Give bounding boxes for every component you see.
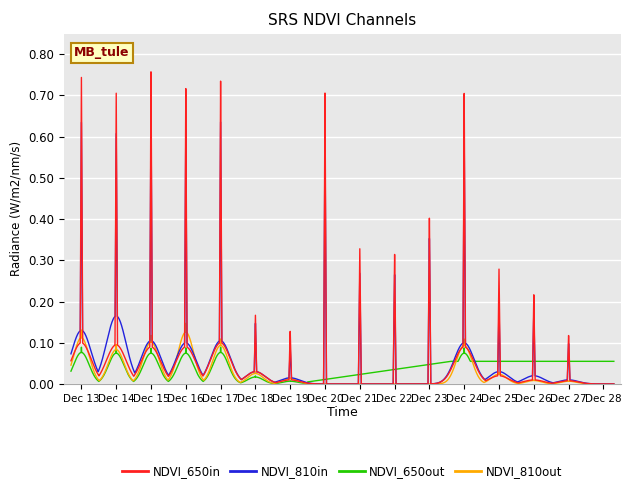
Legend: NDVI_650in, NDVI_810in, NDVI_650out, NDVI_810out: NDVI_650in, NDVI_810in, NDVI_650out, NDV… [118, 461, 567, 480]
Y-axis label: Radiance (W/m2/nm/s): Radiance (W/m2/nm/s) [10, 141, 23, 276]
Text: MB_tule: MB_tule [74, 47, 129, 60]
X-axis label: Time: Time [327, 407, 358, 420]
Title: SRS NDVI Channels: SRS NDVI Channels [268, 13, 417, 28]
